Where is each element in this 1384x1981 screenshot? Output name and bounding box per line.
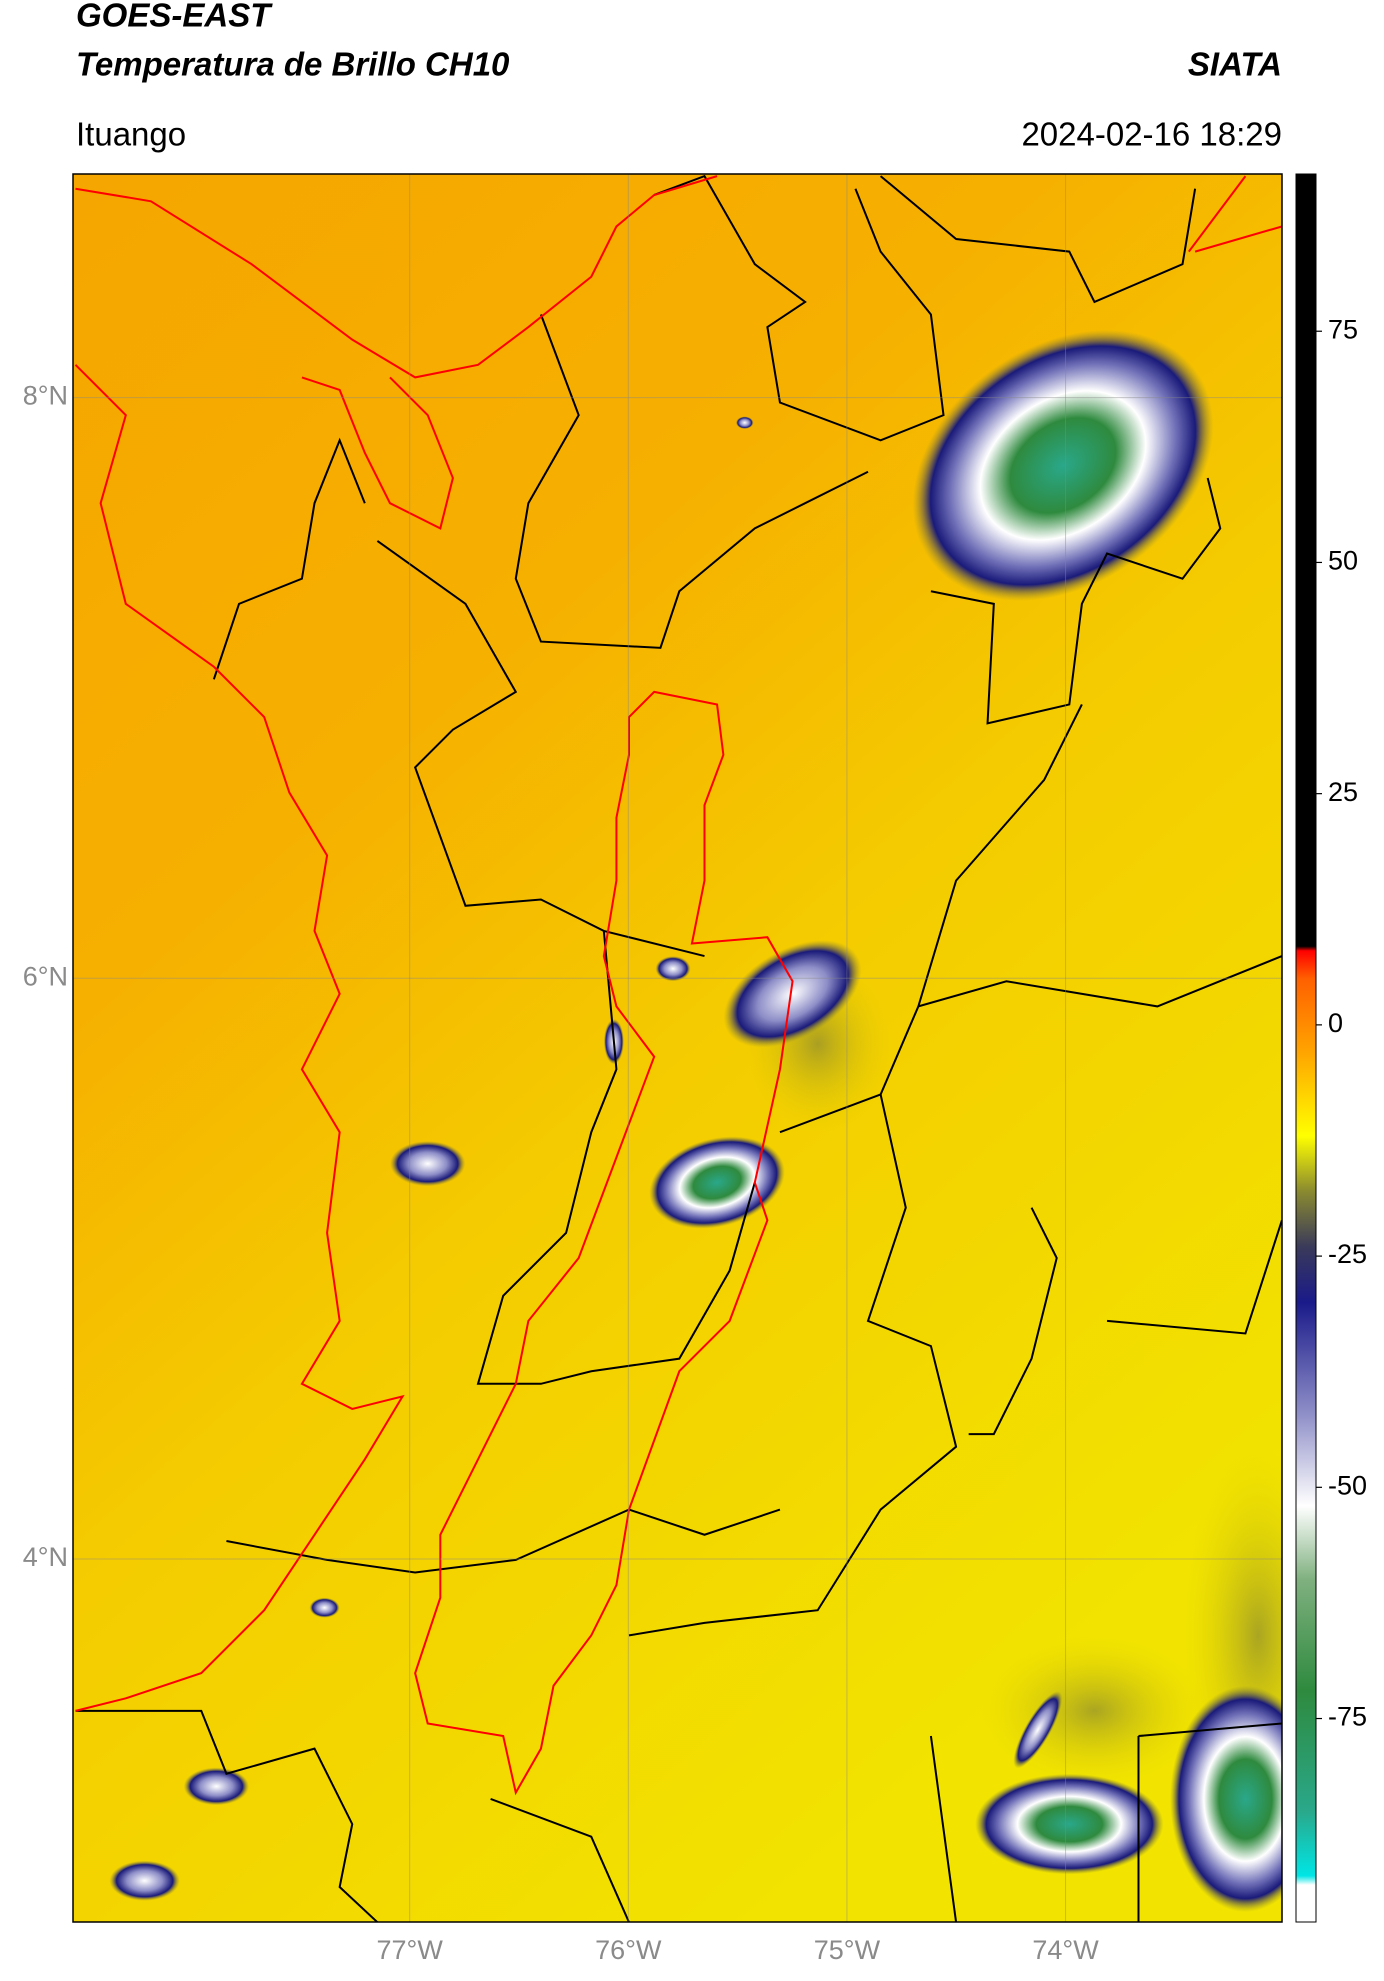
cloud-top: [1169, 1685, 1282, 1913]
cloud-top: [109, 1860, 180, 1901]
x-tick-label: 74°W: [1032, 1935, 1099, 1965]
borders: [75, 174, 1282, 1922]
coastline: [74, 175, 1282, 1796]
cloud-top: [912, 329, 1214, 602]
cloud-top: [183, 1767, 250, 1806]
colorbar-tick-label: -25: [1328, 1239, 1367, 1269]
map-frame: [72, 173, 1283, 1923]
map: [73, 174, 1282, 1922]
satellite: GOES-EAST: [76, 0, 273, 34]
colorbar-tick-label: 75: [1328, 314, 1358, 344]
x-tick-label: 77°W: [377, 1935, 444, 1965]
y-tick-label: 8°N: [23, 381, 68, 411]
colorbar: [1295, 173, 1317, 1923]
cloud-top: [389, 1141, 466, 1187]
colorbar-tick-label: 50: [1328, 546, 1358, 576]
cloud-top: [735, 416, 754, 429]
colorbar-tick-label: 25: [1328, 777, 1358, 807]
organization: SIATA: [1188, 46, 1282, 83]
cloud-top: [723, 940, 862, 1048]
cloud-top: [974, 1773, 1164, 1875]
cloud-top: [655, 956, 691, 982]
colorbar-tick-label: 0: [1328, 1008, 1343, 1038]
cloud-top: [1013, 1691, 1063, 1769]
x-tick-label: 75°W: [814, 1935, 881, 1965]
region: Ituango: [76, 116, 186, 153]
cloud-top: [309, 1597, 340, 1618]
x-tick-label: 76°W: [595, 1935, 662, 1965]
colorbar-tick-label: -50: [1328, 1470, 1367, 1500]
y-tick-label: 4°N: [23, 1542, 68, 1572]
y-tick-label: 6°N: [23, 961, 68, 991]
map-features: [74, 174, 1282, 1922]
datetime: 2024-02-16 18:29: [1021, 116, 1282, 153]
colorbar-tick-label: -75: [1328, 1702, 1367, 1732]
graticule: [73, 174, 1282, 1922]
cloud-top: [649, 1136, 785, 1229]
title: Temperatura de Brillo CH10: [76, 46, 510, 83]
